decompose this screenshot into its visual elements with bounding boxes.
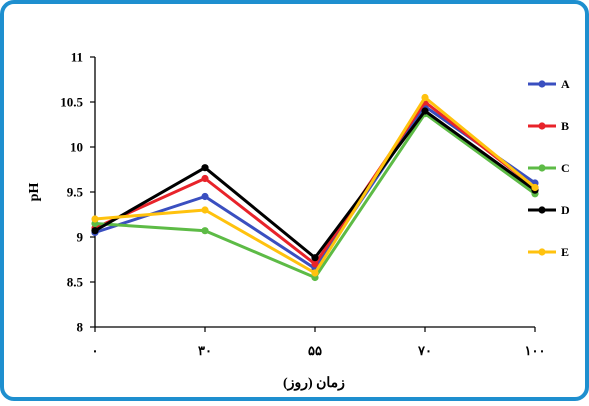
legend-label-d: D (561, 203, 570, 217)
x-tick-label: ۱۰۰ (525, 343, 546, 358)
series-point-e (311, 269, 319, 277)
series-point-c (201, 227, 209, 235)
x-ticks: ۰ ۳۰ ۵۵ ۷۰ ۱۰۰ (92, 327, 546, 358)
legend-label-c: C (561, 161, 570, 175)
series-point-a (201, 192, 209, 201)
legend-swatch-marker (538, 122, 546, 130)
legend-swatch-marker (538, 80, 546, 88)
y-axis-label: pH (27, 183, 42, 202)
y-tick-label: 8.5 (67, 275, 84, 290)
series-point-d (421, 107, 429, 115)
series-point-d (311, 254, 319, 262)
x-tick-label: ۷۰ (417, 343, 432, 358)
x-axis-label: زمان (روز) (283, 376, 345, 391)
y-tick-label: 8 (77, 320, 84, 335)
y-tick-label: 10 (70, 140, 83, 155)
x-tick-label: ۳۰ (198, 343, 212, 358)
series-point-e (531, 183, 539, 192)
legend: A B C D E (528, 77, 570, 259)
legend-label-e: E (561, 245, 569, 259)
legend-swatch-marker (538, 248, 546, 256)
series-lines (91, 93, 539, 282)
series-point-e (421, 93, 429, 102)
legend-label-a: A (561, 77, 570, 91)
series-point-d (91, 227, 99, 235)
y-tick-label: 10.5 (60, 95, 83, 110)
series-point-e (201, 206, 209, 214)
y-tick-label: 11 (71, 50, 83, 65)
x-tick-label: ۰ (92, 343, 99, 358)
series-point-b (311, 260, 319, 268)
legend-swatch-marker (538, 206, 546, 214)
series-point-e (91, 215, 99, 223)
y-tick-label: 9.5 (67, 185, 84, 200)
legend-label-b: B (561, 119, 569, 133)
legend-swatch-marker (538, 164, 546, 172)
series-point-d (201, 164, 209, 172)
y-tick-label: 9 (77, 230, 84, 245)
series-point-b (201, 174, 209, 183)
x-tick-label: ۵۵ (308, 343, 322, 358)
y-ticks: 8 8.5 9 9.5 10 10.5 11 (60, 50, 95, 335)
